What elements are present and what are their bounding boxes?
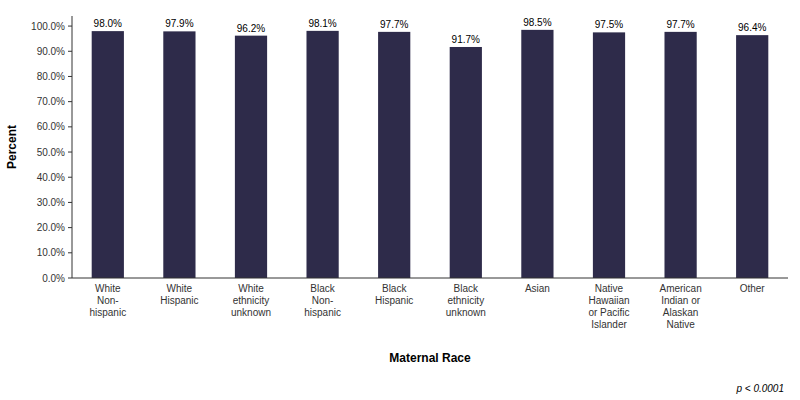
bar: [235, 36, 267, 278]
x-tick-label: Asian: [525, 283, 550, 294]
bar: [92, 31, 124, 278]
data-label: 96.2%: [237, 23, 265, 34]
y-tick-label: 80.0%: [37, 71, 65, 82]
y-axis-line: [72, 16, 73, 278]
x-tick-label-line: Non-: [97, 295, 119, 306]
x-tick-label: Whiteethnicityunknown: [231, 283, 271, 318]
x-tick-label-line: Black: [454, 283, 479, 294]
y-tick: [68, 26, 72, 27]
y-tick: [68, 51, 72, 52]
y-tick-label: 70.0%: [37, 96, 65, 107]
x-tick-label-line: unknown: [446, 307, 486, 318]
y-tick-label: 90.0%: [37, 46, 65, 57]
x-tick-label-line: Black: [310, 283, 335, 294]
x-tick-label-line: Native: [595, 283, 624, 294]
data-label: 98.0%: [94, 18, 122, 29]
data-label: 91.7%: [452, 34, 480, 45]
x-tick-label-line: ethnicity: [447, 295, 484, 306]
bar: [664, 32, 696, 278]
y-tick: [68, 202, 72, 203]
x-tick-label-line: unknown: [231, 307, 271, 318]
bar: [306, 31, 338, 278]
y-tick: [68, 252, 72, 253]
x-tick-label: Blackethnicityunknown: [446, 283, 486, 318]
bar: [521, 30, 553, 278]
x-axis-label: Maternal Race: [389, 351, 471, 365]
x-tick-label: WhiteNon-hispanic: [89, 283, 126, 318]
x-tick-label: WhiteHispanic: [160, 283, 198, 306]
y-tick-label: 20.0%: [37, 222, 65, 233]
chart: 98.0% 97.9% 96.2% 98.1% 97.7% 91.7% 98.5% 97.5%…: [0, 0, 800, 400]
x-tick-label-line: American: [659, 283, 701, 294]
y-tick-label: 50.0%: [37, 147, 65, 158]
y-tick-label: 0.0%: [42, 273, 65, 284]
y-tick-label: 40.0%: [37, 172, 65, 183]
x-tick-label-line: Hawaiian: [588, 295, 629, 306]
y-tick: [68, 152, 72, 153]
annotation: p < 0.0001: [735, 383, 784, 394]
x-tick-label-line: White: [238, 283, 264, 294]
bar: [378, 32, 410, 278]
bar: [450, 47, 482, 278]
y-tick: [68, 126, 72, 127]
x-tick-label-line: hispanic: [304, 307, 341, 318]
x-tick-label: BlackHispanic: [375, 283, 413, 306]
y-tick: [68, 227, 72, 228]
y-axis-label: Percent: [5, 125, 19, 169]
y-tick-label: 30.0%: [37, 197, 65, 208]
x-tick-label-line: Hispanic: [160, 295, 198, 306]
bars: [92, 30, 769, 278]
x-tick-label-line: White: [167, 283, 193, 294]
x-tick-label-line: Islander: [591, 319, 627, 330]
x-tick-label-line: Indian or: [661, 295, 701, 306]
bar: [736, 35, 768, 278]
x-tick-label-line: Native: [666, 319, 695, 330]
data-label: 96.4%: [738, 22, 766, 33]
data-label: 97.5%: [595, 19, 623, 30]
x-tick-label-line: hispanic: [89, 307, 126, 318]
x-tick-label-line: Hispanic: [375, 295, 413, 306]
y-tick: [68, 177, 72, 178]
data-label: 98.5%: [523, 17, 551, 28]
x-axis-line: [72, 278, 788, 279]
x-tick-label-line: Asian: [525, 283, 550, 294]
x-tick-label-line: Non-: [312, 295, 334, 306]
y-tick: [68, 278, 72, 279]
x-tick-label: Other: [740, 283, 766, 294]
data-label: 98.1%: [308, 18, 336, 29]
y-tick: [68, 101, 72, 102]
background: [0, 0, 800, 400]
y-tick-label: 60.0%: [37, 121, 65, 132]
data-label: 97.7%: [380, 19, 408, 30]
data-label: 97.9%: [165, 18, 193, 29]
x-tick-label-line: Black: [382, 283, 407, 294]
y-tick-label: 100.0%: [31, 21, 65, 32]
x-tick-label: NativeHawaiianor PacificIslander: [588, 283, 629, 330]
bar: [163, 31, 195, 278]
x-tick-label-line: or Pacific: [588, 307, 629, 318]
x-tick-label-line: Other: [740, 283, 766, 294]
x-tick-label: BlackNon-hispanic: [304, 283, 341, 318]
x-tick-label-line: ethnicity: [233, 295, 270, 306]
x-tick-label-line: White: [95, 283, 121, 294]
x-tick-label-line: Alaskan: [663, 307, 699, 318]
y-tick: [68, 76, 72, 77]
data-label: 97.7%: [666, 19, 694, 30]
bar: [593, 32, 625, 278]
x-tick-label: AmericanIndian orAlaskanNative: [659, 283, 701, 330]
y-tick-label: 10.0%: [37, 247, 65, 258]
